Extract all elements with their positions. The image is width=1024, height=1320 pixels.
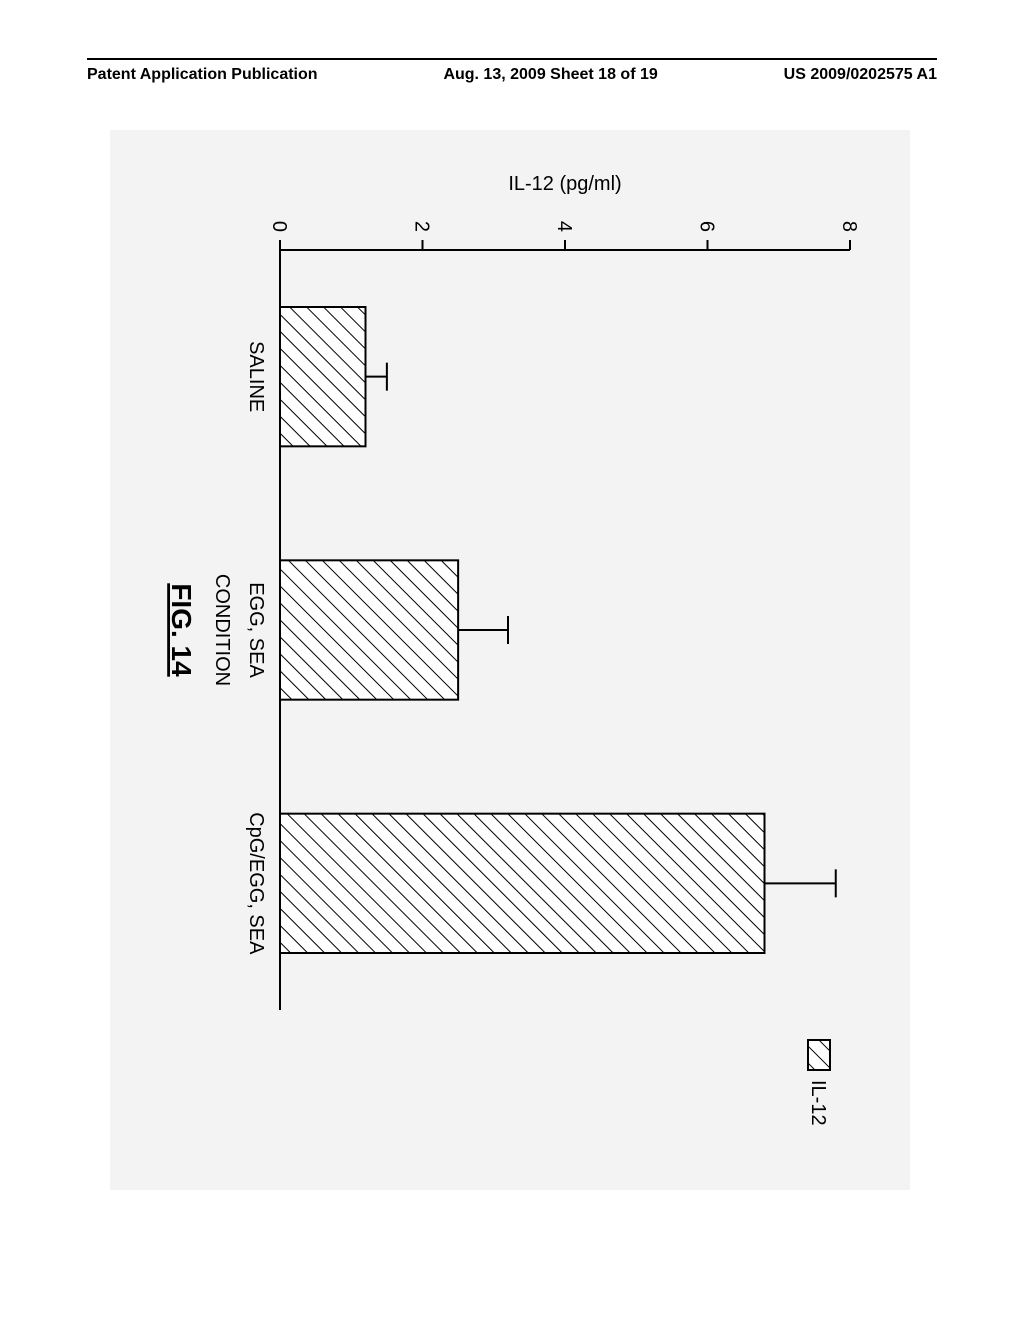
svg-text:0: 0 [268,221,290,232]
category-label: EGG, SEA [245,582,267,678]
error-bar [458,616,508,644]
svg-text:8: 8 [838,221,860,232]
bar [280,307,366,446]
page-header: Patent Application Publication Aug. 13, … [0,58,1024,84]
error-bar [366,363,387,391]
category-label: SALINE [245,341,267,412]
svg-text:4: 4 [553,221,575,232]
figure-panel: 0 2 4 6 8 IL-12 (pg/ml) SALINE EGG, SEA CpG/EGG,… [110,130,910,1190]
y-axis-label: IL-12 (pg/ml) [508,173,621,195]
bar [280,560,458,699]
header-right: US 2009/0202575 A1 [784,66,937,84]
bar [280,814,765,953]
legend: IL-12 [807,1040,830,1126]
header-center: Aug. 13, 2009 Sheet 18 of 19 [443,66,657,84]
figure-label: FIG. 14 [166,583,197,677]
bar-chart: 0 2 4 6 8 IL-12 (pg/ml) SALINE EGG, SEA CpG/EGG,… [140,150,880,1170]
header-left: Patent Application Publication [87,66,318,84]
svg-text:2: 2 [411,221,433,232]
category-label: CpG/EGG, SEA [245,812,267,955]
svg-text:6: 6 [696,221,718,232]
rotated-chart-container: 0 2 4 6 8 IL-12 (pg/ml) SALINE EGG, SEA CpG/EGG,… [140,150,880,1170]
header-rule [87,58,937,60]
x-axis-label: CONDITION [211,574,233,686]
error-bar [765,869,836,897]
svg-text:IL-12: IL-12 [807,1080,829,1126]
